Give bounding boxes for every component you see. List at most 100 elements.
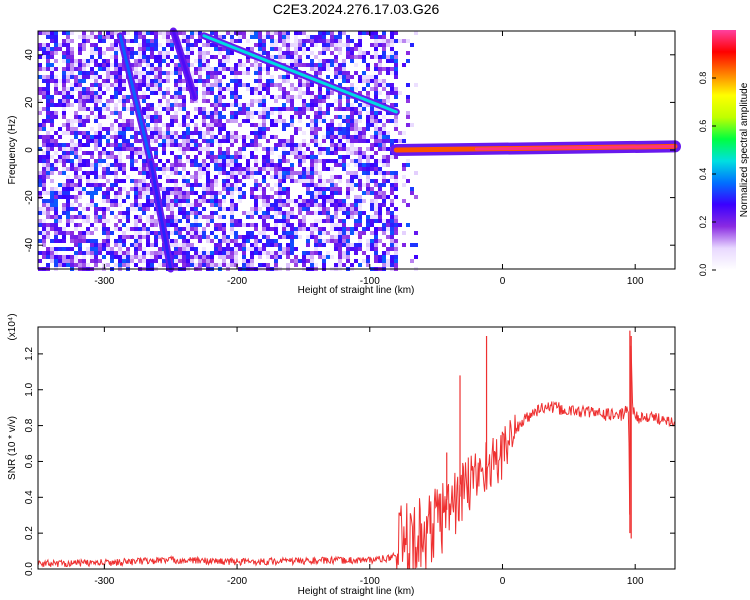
spectrogram-cell xyxy=(210,123,214,127)
spectrogram-cell xyxy=(234,159,238,163)
spectrogram-cell xyxy=(102,91,106,95)
spectrogram-cell xyxy=(130,103,134,107)
spectrogram-cell xyxy=(262,215,266,219)
spectrogram-cell xyxy=(266,223,270,227)
spectrogram-cell xyxy=(246,119,250,123)
spectrogram-cell xyxy=(310,259,314,263)
spectrogram-cell xyxy=(338,255,342,259)
spectrogram-cell xyxy=(210,211,214,215)
spectrogram-cell xyxy=(286,227,290,231)
spectrogram-cell xyxy=(318,219,322,223)
spectrogram-cell xyxy=(358,175,362,179)
spectrogram-cell xyxy=(78,75,82,79)
spectrogram-cell xyxy=(94,47,98,51)
spectrogram-cell xyxy=(78,211,82,215)
spectrogram-cell xyxy=(282,231,286,235)
spectrogram-cell xyxy=(114,155,118,159)
spectrogram-cell xyxy=(306,187,310,191)
spectrogram-cell xyxy=(174,155,178,159)
spectrogram-cell xyxy=(142,71,146,75)
spectrogram-cell xyxy=(142,47,146,51)
spectrogram-cell xyxy=(170,187,174,191)
spectrogram-cell xyxy=(134,203,138,207)
spectrogram-cell xyxy=(202,95,206,99)
spectrogram-cell xyxy=(366,163,370,167)
spectrogram-cell xyxy=(282,203,286,207)
spectrogram-cell xyxy=(150,119,154,123)
spectrogram-cell xyxy=(278,83,282,87)
spectrogram-cell xyxy=(150,251,154,255)
spectrogram-cell xyxy=(306,115,310,119)
spectrogram-cell xyxy=(302,43,306,47)
spectrogram-cell xyxy=(54,51,58,55)
spectrogram-cell xyxy=(118,123,122,127)
spectrogram-cell xyxy=(78,239,82,243)
spectrogram-cell xyxy=(306,175,310,179)
spectrogram-cell xyxy=(202,119,206,123)
spectrogram-cell xyxy=(182,207,186,211)
spectrogram-cell xyxy=(58,247,62,251)
spectrogram-cell xyxy=(366,179,370,183)
spectrogram-cell xyxy=(134,227,138,231)
spectrogram-cell xyxy=(210,263,214,267)
spectrogram-cell xyxy=(378,35,382,39)
spectrogram-cell xyxy=(262,263,266,267)
spectrogram-cell xyxy=(342,199,346,203)
spectrogram-cell xyxy=(358,79,362,83)
spectrogram-cell xyxy=(294,59,298,63)
spectrogram-cell xyxy=(406,179,410,183)
spectrogram-cell xyxy=(234,247,238,251)
spectrogram-cell xyxy=(106,239,110,243)
spectrogram-cell xyxy=(166,223,170,227)
spectrogram-cell xyxy=(346,55,350,59)
spectrogram-cell xyxy=(358,147,362,151)
spectrogram-cell xyxy=(318,231,322,235)
spectrogram-cell xyxy=(254,111,258,115)
spectrogram-cell xyxy=(214,263,218,267)
spectrogram-cell xyxy=(246,175,250,179)
spectrogram-cell xyxy=(298,147,302,151)
spectrogram-cell xyxy=(206,199,210,203)
spectrogram-x-tick-label: 100 xyxy=(627,276,644,287)
spectrogram-cell xyxy=(78,47,82,51)
spectrogram-cell xyxy=(62,95,66,99)
spectrogram-cell xyxy=(142,175,146,179)
spectrogram-cell xyxy=(130,179,134,183)
spectrogram-cell xyxy=(374,107,378,111)
spectrogram-cell xyxy=(190,227,194,231)
spectrogram-cell xyxy=(102,135,106,139)
spectrogram-cell xyxy=(78,95,82,99)
spectrogram-cell xyxy=(66,183,70,187)
spectrogram-cell xyxy=(374,119,378,123)
spectrogram-cell xyxy=(318,99,322,103)
spectrogram-cell xyxy=(94,139,98,143)
spectrogram-cell xyxy=(254,235,258,239)
spectrogram-cell xyxy=(214,191,218,195)
spectrogram-cell xyxy=(166,79,170,83)
spectrogram-cell xyxy=(266,227,270,231)
spectrogram-cell xyxy=(278,191,282,195)
spectrogram-cell xyxy=(330,43,334,47)
spectrogram-cell xyxy=(222,159,226,163)
spectrogram-cell xyxy=(178,191,182,195)
spectrogram-cell xyxy=(262,187,266,191)
spectrogram-cell xyxy=(278,199,282,203)
spectrogram-cell xyxy=(214,111,218,115)
spectrogram-cell xyxy=(202,255,206,259)
spectrogram-cell xyxy=(338,147,342,151)
spectrogram-cell xyxy=(394,55,398,59)
spectrogram-cell xyxy=(210,103,214,107)
spectrogram-cell xyxy=(194,159,198,163)
spectrogram-cell xyxy=(270,175,274,179)
spectrogram-cell xyxy=(318,207,322,211)
spectrogram-cell xyxy=(342,127,346,131)
spectrogram-cell xyxy=(66,211,70,215)
spectrogram-cell xyxy=(206,79,210,83)
spectrogram-cell xyxy=(146,47,150,51)
spectrogram-cell xyxy=(78,203,82,207)
spectrogram-cell xyxy=(346,51,350,55)
spectrogram-cell xyxy=(242,31,246,35)
spectrogram-cell xyxy=(190,119,194,123)
spectrogram-cell xyxy=(186,43,190,47)
spectrogram-cell xyxy=(134,187,138,191)
